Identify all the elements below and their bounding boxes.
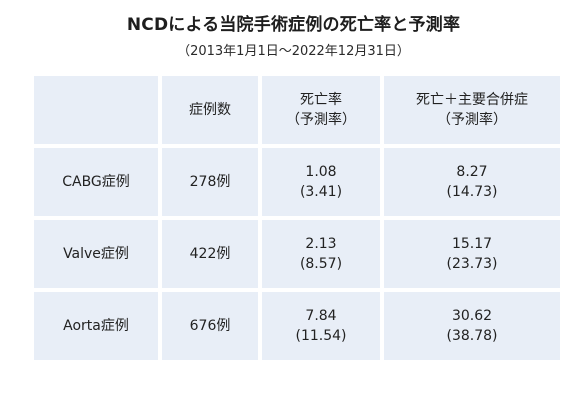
composite-predicted: (23.73) — [446, 256, 498, 272]
composite-predicted: (14.73) — [446, 184, 498, 200]
header-mortality-label: 死亡率 — [300, 92, 342, 108]
composite-cell: 8.27 (14.73) — [384, 148, 560, 216]
mortality-predicted: (8.57) — [299, 256, 343, 272]
mortality-value: 1.08 — [305, 164, 337, 180]
composite-predicted: (38.78) — [446, 328, 498, 344]
mortality-predicted: (11.54) — [295, 328, 347, 344]
composite-value: 30.62 — [451, 308, 493, 324]
header-mortality-sub: （予測率） — [286, 112, 356, 128]
composite-cell: 30.62 (38.78) — [384, 292, 560, 360]
case-count: 278例 — [162, 148, 258, 216]
table-row: Aorta症例 676例 7.84 (11.54) 30.62 (38.78) — [34, 292, 560, 360]
mortality-predicted: (3.41) — [299, 184, 343, 200]
mortality-value: 7.84 — [305, 308, 337, 324]
page-title: NCDによる当院手術症例の死亡率と予測率 — [126, 15, 461, 35]
composite-value: 8.27 — [456, 164, 488, 180]
mortality-cell: 1.08 (3.41) — [262, 148, 380, 216]
mortality-cell: 2.13 (8.57) — [262, 220, 380, 288]
case-count: 422例 — [162, 220, 258, 288]
results-table: 症例数 死亡率 （予測率） 死亡＋主要合併症 （予測率） CABG症例 278例… — [30, 72, 564, 364]
header-composite-label: 死亡＋主要合併症 — [416, 92, 528, 108]
composite-cell: 15.17 (23.73) — [384, 220, 560, 288]
header-cases-label: 症例数 — [189, 102, 231, 118]
page-subtitle: （2013年1月1日～2022年12月31日） — [177, 44, 410, 59]
header-cell-empty — [34, 76, 158, 144]
row-label: Valve症例 — [34, 220, 158, 288]
composite-value: 15.17 — [451, 236, 493, 252]
table-header-row: 症例数 死亡率 （予測率） 死亡＋主要合併症 （予測率） — [34, 76, 560, 144]
header-cell-cases: 症例数 — [162, 76, 258, 144]
header-cell-composite: 死亡＋主要合併症 （予測率） — [384, 76, 560, 144]
header-cell-mortality: 死亡率 （予測率） — [262, 76, 380, 144]
table-row: CABG症例 278例 1.08 (3.41) 8.27 (14.73) — [34, 148, 560, 216]
row-label: Aorta症例 — [34, 292, 158, 360]
mortality-cell: 7.84 (11.54) — [262, 292, 380, 360]
row-label: CABG症例 — [34, 148, 158, 216]
mortality-value: 2.13 — [305, 236, 337, 252]
header-composite-sub: （予測率） — [437, 112, 507, 128]
table-row: Valve症例 422例 2.13 (8.57) 15.17 (23.73) — [34, 220, 560, 288]
case-count: 676例 — [162, 292, 258, 360]
